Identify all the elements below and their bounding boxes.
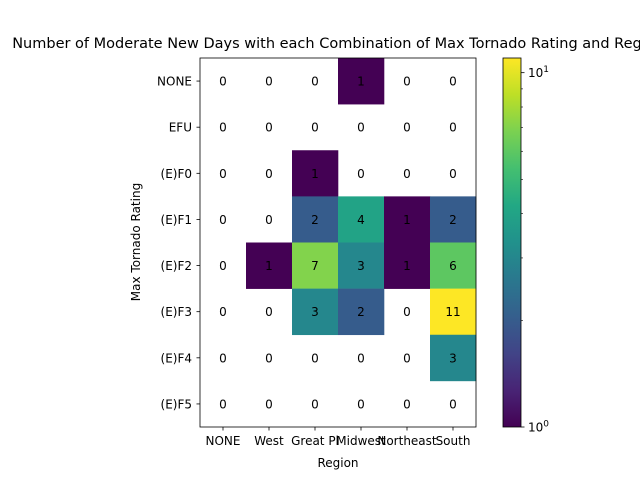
heatmap-cell bbox=[292, 150, 339, 197]
cell-value-label: 3 bbox=[357, 259, 365, 273]
cell-value-label: 0 bbox=[219, 351, 227, 365]
cell-value-label: 0 bbox=[403, 121, 411, 135]
x-tick-label: Northeast bbox=[377, 434, 437, 448]
heatmap-cell bbox=[338, 288, 385, 336]
x-tick-label: West bbox=[254, 434, 284, 448]
cell-value-label: 0 bbox=[449, 121, 457, 135]
cell-value-label: 1 bbox=[403, 213, 411, 227]
y-tick-label: (E)F0 bbox=[161, 167, 192, 181]
heatmap-cell bbox=[430, 288, 477, 336]
y-tick-label: NONE bbox=[157, 75, 192, 89]
x-tick-label: NONE bbox=[206, 434, 241, 448]
chart-title: Number of Moderate New Days with each Co… bbox=[12, 36, 640, 52]
cell-value-label: 0 bbox=[219, 121, 227, 135]
cell-value-label: 0 bbox=[403, 351, 411, 365]
cell-value-label: 11 bbox=[445, 305, 460, 319]
colorbar-ticks: 100 101 bbox=[521, 65, 549, 435]
x-tick-label: Great Pl bbox=[291, 434, 339, 448]
cell-value-label: 2 bbox=[357, 305, 365, 319]
cell-value-label: 1 bbox=[265, 259, 273, 273]
y-tick-label: (E)F2 bbox=[161, 259, 192, 273]
cell-value-label: 3 bbox=[449, 351, 457, 365]
heatmap-cells: 0 0 0 1 0 0 0 0 0 0 0 0 0 0 1 0 0 0 0 0 2 4 1 2 0 1 7 3 1 6 0 0 3 2 0 11 0 0 0… bbox=[219, 58, 477, 411]
y-tick-label: (E)F4 bbox=[161, 351, 192, 365]
heatmap-cell bbox=[292, 196, 339, 243]
cell-value-label: 0 bbox=[265, 75, 273, 89]
cell-value-label: 0 bbox=[219, 75, 227, 89]
cell-value-label: 0 bbox=[403, 397, 411, 411]
heatmap-cell bbox=[430, 334, 477, 382]
cell-value-label: 6 bbox=[449, 259, 457, 273]
y-axis-label: Max Tornado Rating bbox=[129, 183, 143, 301]
cell-value-label: 0 bbox=[219, 213, 227, 227]
cell-value-label: 0 bbox=[311, 75, 319, 89]
cell-value-label: 0 bbox=[403, 75, 411, 89]
cell-value-label: 0 bbox=[403, 167, 411, 181]
cell-value-label: 0 bbox=[449, 75, 457, 89]
cell-value-label: 0 bbox=[219, 305, 227, 319]
heatmap-cell bbox=[292, 242, 339, 289]
colorbar-gradient bbox=[503, 58, 521, 427]
heatmap-cell bbox=[384, 242, 431, 289]
y-tick-label: (E)F1 bbox=[161, 213, 192, 227]
heatmap-cell bbox=[246, 242, 293, 289]
heatmap-cell bbox=[430, 242, 477, 289]
cell-value-label: 1 bbox=[403, 259, 411, 273]
cell-value-label: 0 bbox=[265, 167, 273, 181]
heatmap-cell bbox=[430, 196, 477, 243]
cell-value-label: 7 bbox=[311, 259, 319, 273]
colorbar-tick-label: 101 bbox=[528, 65, 549, 80]
heatmap-cell bbox=[338, 242, 385, 289]
cell-value-label: 0 bbox=[449, 397, 457, 411]
cell-value-label: 0 bbox=[265, 397, 273, 411]
x-tick-label: South bbox=[436, 434, 471, 448]
cell-value-label: 0 bbox=[219, 259, 227, 273]
heatmap-cell bbox=[338, 58, 385, 105]
plot-frame bbox=[199, 57, 477, 428]
cell-value-label: 0 bbox=[357, 121, 365, 135]
y-tick-label: (E)F3 bbox=[161, 305, 192, 319]
cell-value-label: 2 bbox=[311, 213, 319, 227]
cell-value-label: 0 bbox=[219, 397, 227, 411]
cell-value-label: 0 bbox=[265, 305, 273, 319]
colorbar: 100 101 bbox=[502, 57, 549, 435]
cell-value-label: 0 bbox=[357, 351, 365, 365]
cell-value-label: 0 bbox=[311, 121, 319, 135]
cell-value-label: 0 bbox=[311, 397, 319, 411]
cell-value-label: 0 bbox=[357, 397, 365, 411]
cell-value-label: 4 bbox=[357, 213, 365, 227]
cell-value-label: 0 bbox=[311, 351, 319, 365]
cell-value-label: 0 bbox=[449, 167, 457, 181]
heatmap-cell bbox=[338, 196, 385, 243]
heatmap-cell bbox=[384, 196, 431, 243]
x-axis-label: Region bbox=[317, 456, 358, 470]
x-tick-label: Midwest bbox=[336, 434, 386, 448]
y-axis-ticks: NONE EFU (E)F0 (E)F1 (E)F2 (E)F3 (E)F4 (E)F5 bbox=[157, 75, 200, 411]
cell-value-label: 0 bbox=[219, 167, 227, 181]
cell-value-label: 0 bbox=[403, 305, 411, 319]
cell-value-label: 0 bbox=[265, 121, 273, 135]
cell-value-label: 0 bbox=[265, 213, 273, 227]
colorbar-tick-label: 100 bbox=[528, 420, 549, 435]
cell-value-label: 0 bbox=[265, 351, 273, 365]
y-tick-label: (E)F5 bbox=[161, 397, 192, 411]
colorbar-frame bbox=[502, 57, 522, 428]
cell-value-label: 3 bbox=[311, 305, 319, 319]
heatmap-cell bbox=[292, 288, 339, 336]
cell-value-label: 2 bbox=[449, 213, 457, 227]
cell-value-label: 1 bbox=[311, 167, 319, 181]
cell-value-label: 0 bbox=[357, 167, 365, 181]
y-tick-label: EFU bbox=[169, 121, 192, 135]
cell-value-label: 1 bbox=[357, 75, 365, 89]
